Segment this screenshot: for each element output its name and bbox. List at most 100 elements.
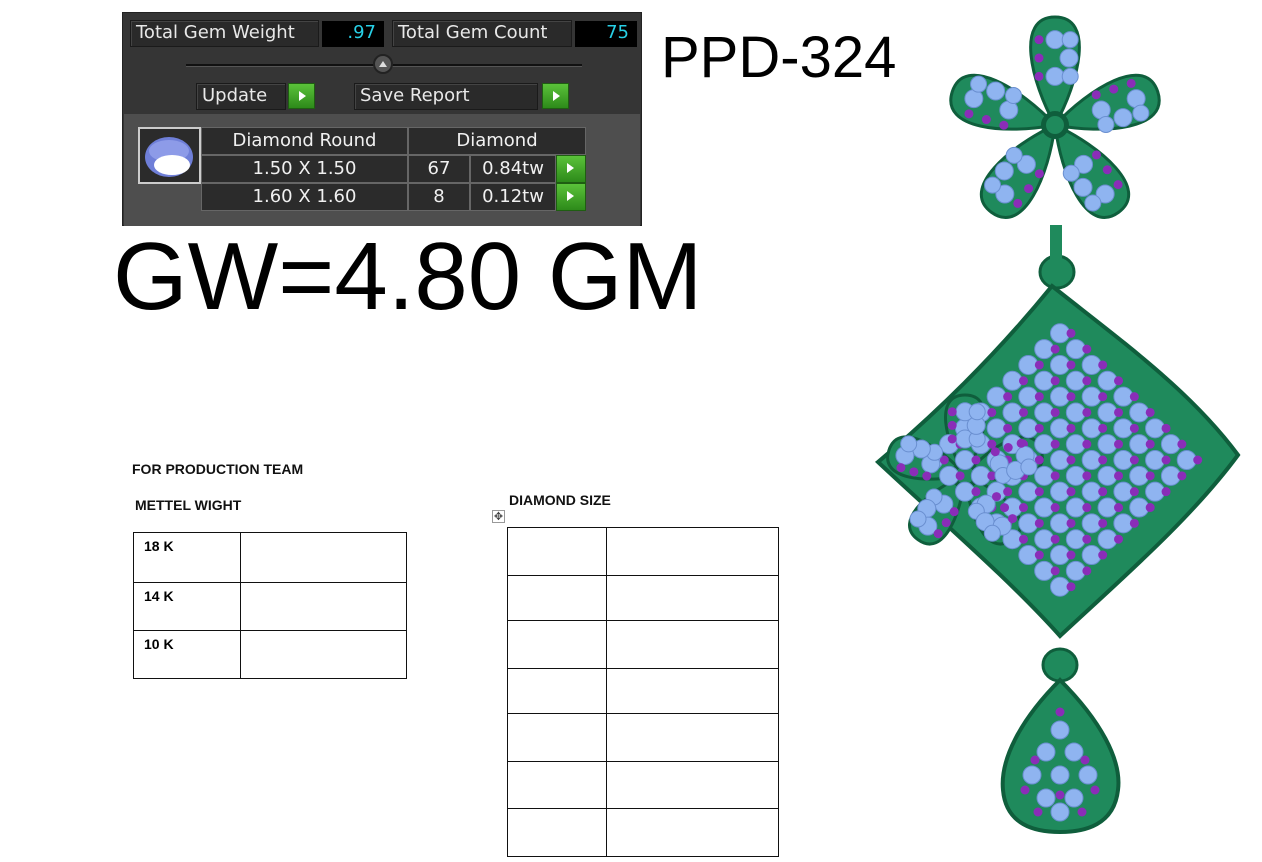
link-ring xyxy=(1041,647,1079,683)
diamond-size-cell[interactable] xyxy=(606,620,779,669)
blue-stone xyxy=(1061,31,1079,49)
blue-stone xyxy=(1097,115,1115,133)
purple-stone xyxy=(1018,534,1028,544)
purple-stone xyxy=(1013,198,1023,208)
purple-stone xyxy=(1050,503,1060,513)
table-move-handle-icon[interactable]: ✥ xyxy=(492,510,505,523)
row2-count: 8 xyxy=(408,183,470,211)
blue-stone xyxy=(909,510,927,528)
metal-18k-value[interactable] xyxy=(240,532,407,583)
purple-stone xyxy=(1177,439,1187,449)
blue-stone xyxy=(1005,146,1023,164)
diamond-size-cell[interactable] xyxy=(606,713,779,762)
blue-stone xyxy=(1016,154,1036,174)
blue-stone xyxy=(1045,66,1065,86)
purple-stone xyxy=(947,420,957,430)
purple-stone xyxy=(1114,471,1124,481)
blue-stone xyxy=(986,81,1006,101)
update-button[interactable] xyxy=(288,83,315,109)
blue-stone xyxy=(995,184,1015,204)
purple-stone xyxy=(1102,165,1112,175)
purple-stone xyxy=(1098,392,1108,402)
purple-stone xyxy=(971,455,981,465)
diamond-size-cell[interactable] xyxy=(507,713,607,762)
purple-stone xyxy=(1050,534,1060,544)
diamond-size-cell[interactable] xyxy=(606,527,779,576)
diamond-size-cell[interactable] xyxy=(507,668,607,714)
purple-stone xyxy=(1066,487,1076,497)
earring-render-image xyxy=(874,15,1241,835)
purple-stone xyxy=(1129,392,1139,402)
purple-stone xyxy=(1161,487,1171,497)
purple-stone xyxy=(1066,360,1076,370)
blue-stone xyxy=(1064,742,1084,762)
teardrop-drop xyxy=(1000,677,1121,835)
purple-stone xyxy=(1034,550,1044,560)
row1-count: 67 xyxy=(408,155,470,183)
purple-stone xyxy=(1034,518,1044,528)
purple-stone xyxy=(1114,439,1124,449)
row2-select-button[interactable] xyxy=(556,183,586,211)
blue-stone xyxy=(984,176,1002,194)
purple-stone xyxy=(1050,376,1060,386)
purple-stone xyxy=(1003,392,1013,402)
diamond-size-cell[interactable] xyxy=(606,808,779,857)
diamond-size-cell[interactable] xyxy=(507,527,607,576)
diamond-size-cell[interactable] xyxy=(507,620,607,669)
purple-stone xyxy=(1077,807,1087,817)
purple-stone xyxy=(1003,487,1013,497)
purple-stone xyxy=(1055,707,1065,717)
header-diamond-round: Diamond Round xyxy=(201,127,408,155)
blue-stone xyxy=(1020,458,1038,476)
purple-stone xyxy=(1098,550,1108,560)
diamond-size-cell[interactable] xyxy=(606,761,779,809)
blue-stone xyxy=(1059,48,1079,68)
total-gem-weight-label: Total Gem Weight xyxy=(130,20,319,47)
blue-stone xyxy=(1022,765,1042,785)
purple-stone xyxy=(987,439,997,449)
production-title: FOR PRODUCTION TEAM xyxy=(132,461,304,477)
save-report-button[interactable] xyxy=(542,83,569,109)
purple-stone xyxy=(955,471,965,481)
purple-stone xyxy=(1082,503,1092,513)
purple-stone xyxy=(1066,455,1076,465)
purple-stone xyxy=(1066,392,1076,402)
purple-stone xyxy=(909,467,919,477)
diamond-size-cell[interactable] xyxy=(507,761,607,809)
diamond-size-title: DIAMOND SIZE xyxy=(509,492,611,508)
metal-10k-value[interactable] xyxy=(240,630,407,679)
purple-stone xyxy=(1109,84,1119,94)
purple-stone xyxy=(1066,518,1076,528)
blue-stone xyxy=(1095,184,1115,204)
purple-stone xyxy=(1003,442,1013,452)
purple-stone xyxy=(1090,785,1100,795)
purple-stone xyxy=(990,447,1000,457)
purple-stone xyxy=(1129,455,1139,465)
metal-14k-value[interactable] xyxy=(240,582,407,631)
blue-stone xyxy=(1050,720,1070,740)
diamond-size-cell[interactable] xyxy=(606,668,779,714)
purple-stone xyxy=(939,455,949,465)
flower-center-inner xyxy=(1046,116,1064,134)
diamond-size-cell[interactable] xyxy=(507,808,607,857)
collapse-toggle[interactable] xyxy=(373,54,393,74)
purple-stone xyxy=(1066,582,1076,592)
diamond-size-cell[interactable] xyxy=(507,575,607,621)
purple-stone xyxy=(922,471,932,481)
header-diamond: Diamond xyxy=(408,127,586,155)
blue-stone xyxy=(1004,87,1022,105)
blue-stone xyxy=(1064,788,1084,808)
gem-table-area: Diamond Round Diamond 1.50 X 1.50 67 0.8… xyxy=(124,114,640,226)
row1-select-button[interactable] xyxy=(556,155,586,183)
purple-stone xyxy=(971,487,981,497)
blue-stone xyxy=(900,435,918,453)
purple-stone xyxy=(987,471,997,481)
purple-stone xyxy=(1161,423,1171,433)
purple-stone xyxy=(1034,455,1044,465)
blue-stone xyxy=(983,524,1001,542)
purple-stone xyxy=(1034,423,1044,433)
diamond-size-cell[interactable] xyxy=(606,575,779,621)
chevron-up-icon xyxy=(379,61,387,67)
purple-stone xyxy=(992,492,1002,502)
purple-stone xyxy=(1098,455,1108,465)
